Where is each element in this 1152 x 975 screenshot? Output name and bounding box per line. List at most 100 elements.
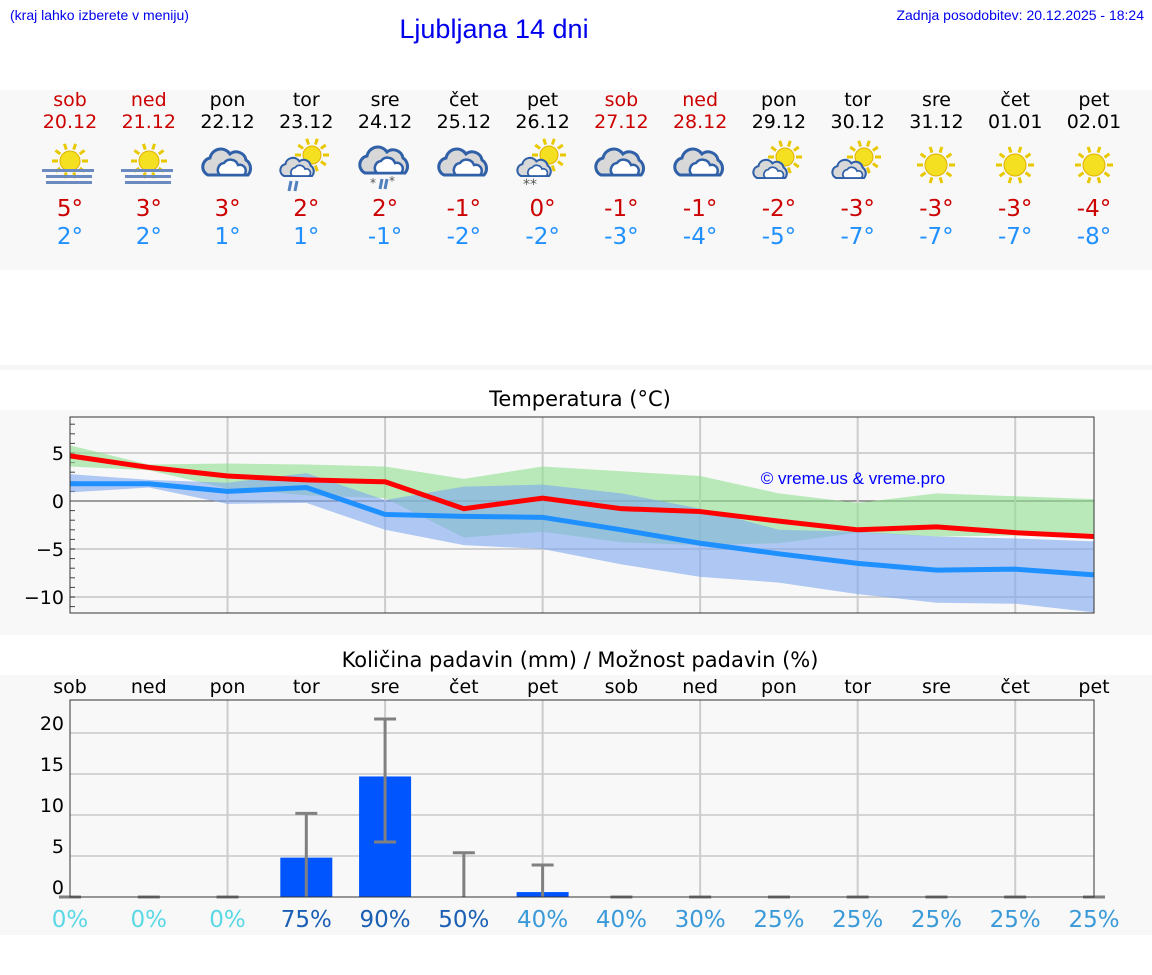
max-temperature: -3° [840, 196, 875, 222]
cloudy-icon [425, 136, 503, 196]
precipitation-day-label: sre [922, 676, 951, 698]
min-temperature: -7° [919, 224, 954, 250]
day-name: čet [449, 89, 479, 111]
precipitation-day-label: sre [371, 676, 400, 698]
precipitation-probability: 0% [131, 907, 168, 933]
day-date: 29.12 [751, 111, 807, 133]
min-temperature: -2° [525, 224, 560, 250]
max-temperature: -1° [682, 196, 718, 222]
precipitation-probability: 25% [753, 907, 804, 933]
min-temperature: -8° [1076, 224, 1112, 250]
day-date: 27.12 [594, 111, 649, 133]
day-date: 26.12 [515, 111, 570, 133]
partly-cloudy-icon [819, 136, 897, 196]
max-temperature-line [69, 453, 1095, 540]
precipitation-probability: 90% [360, 907, 411, 933]
day-column: pet 02.01 -4° -8° [1055, 90, 1133, 251]
day-column: čet 25.12 -1° -2° [425, 90, 503, 251]
day-column: pet 26.12 ** 0° -2° [504, 90, 582, 251]
day-column: sob 27.12 -1° -3° [582, 90, 660, 251]
partly-cloudy-icon [740, 136, 818, 196]
temperature-tick-label: −10 [24, 587, 64, 609]
day-column: tor 23.12 2° 1° [267, 90, 345, 251]
precipitation-probability: 30% [675, 907, 726, 933]
precipitation-tick-label: 0 [52, 877, 64, 899]
divider [0, 365, 1152, 370]
day-name: čet [1000, 89, 1031, 111]
precipitation-probability: 25% [911, 907, 962, 933]
precipitation-probability: 40% [596, 907, 647, 933]
max-temperature: -2° [761, 196, 797, 222]
precipitation-day-label: tor [293, 676, 320, 698]
day-column: tor 30.12 -3° -7° [819, 90, 897, 251]
min-temperature: -7° [998, 224, 1033, 250]
precipitation-probability: 0% [52, 907, 89, 933]
precipitation-tick-label: 20 [40, 713, 64, 735]
min-temperature: -1° [367, 224, 403, 250]
precipitation-plot-frame [69, 699, 1095, 898]
precipitation-day-label: tor [844, 676, 871, 698]
temperature-chart-title: Temperatura (°C) [489, 387, 671, 411]
page-title: Ljubljana 14 dni [399, 14, 589, 44]
watermark: © vreme.us & vreme.pro [761, 469, 945, 488]
cloudy-sleet-icon: * * [346, 136, 424, 196]
precipitation-chart-title: Količina padavin (mm) / Možnost padavin … [341, 648, 819, 672]
max-temperature: -4° [1076, 196, 1112, 222]
location-hint: (kraj lahko izberete v meniju) [10, 7, 189, 23]
day-date: 22.12 [200, 111, 255, 133]
min-temperature: -4° [682, 224, 718, 250]
precipitation-day-label: ned [682, 676, 718, 698]
max-temperature: -1° [604, 196, 639, 222]
day-date: 23.12 [279, 111, 334, 133]
day-name: ned [130, 89, 167, 111]
min-temperature: -2° [446, 224, 482, 250]
precipitation-probability: 0% [209, 907, 246, 933]
day-name: tor [844, 89, 872, 111]
max-temperature: 2° [371, 196, 399, 222]
min-temperature: 2° [56, 224, 84, 250]
day-column: pon 29.12 -2° -5° [740, 90, 818, 251]
day-column: čet 01.01 -3° -7° [976, 90, 1054, 251]
precipitation-probability: 40% [517, 907, 568, 933]
precipitation-day-label: sob [605, 676, 639, 698]
precipitation-day-label: čet [449, 676, 479, 698]
svg-text:*: * [389, 174, 395, 188]
day-date: 28.12 [672, 111, 728, 133]
partly-cloudy-rain-icon [267, 136, 345, 196]
day-column: sre 31.12 -3° -7° [897, 90, 975, 251]
precipitation-tick-label: 5 [52, 836, 64, 858]
max-temperature: -1° [446, 196, 482, 222]
day-column: ned 28.12 -1° -4° [661, 90, 739, 251]
day-name: sre [921, 89, 951, 111]
partly-cloudy-snow-icon: ** [504, 136, 582, 196]
temperature-plot-frame [69, 416, 1095, 614]
temperature-tick-label: 0 [52, 491, 64, 513]
day-date: 25.12 [436, 111, 492, 133]
min-temperature-range-band [70, 473, 1094, 613]
temperature-tick-label: 5 [52, 443, 64, 465]
max-temperature: 0° [529, 196, 556, 222]
cloudy-icon [582, 136, 660, 196]
day-date: 21.12 [121, 111, 176, 133]
min-temperature: 1° [214, 224, 241, 250]
temperature-tick-label: −5 [36, 539, 64, 561]
sunny-icon [1055, 136, 1133, 196]
sunny-icon [976, 136, 1054, 196]
max-temperature: 3° [214, 196, 241, 222]
precipitation-day-label: pon [210, 676, 246, 698]
day-date: 30.12 [830, 111, 885, 133]
max-temperature: 3° [135, 196, 162, 222]
svg-text:**: ** [523, 177, 537, 193]
day-name: tor [292, 89, 320, 111]
max-temperature: 2° [293, 196, 320, 222]
precipitation-day-label: pon [761, 676, 797, 698]
day-name: sob [53, 89, 87, 111]
min-temperature: -7° [840, 224, 875, 250]
precipitation-day-label: pet [1078, 676, 1109, 698]
max-temperature: -3° [919, 196, 954, 222]
min-temperature: -5° [761, 224, 797, 250]
precipitation-probability: 25% [990, 907, 1041, 933]
day-date: 02.01 [1066, 111, 1122, 133]
precipitation-tick-label: 15 [40, 754, 64, 776]
